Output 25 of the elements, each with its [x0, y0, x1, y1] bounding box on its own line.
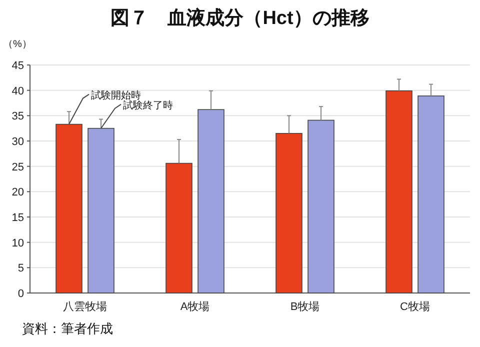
- y-tick-label: 5: [18, 262, 24, 275]
- y-tick-label: 0: [18, 288, 24, 300]
- bar: [198, 109, 224, 294]
- y-tick-label: 20: [12, 186, 24, 199]
- text: 試験開始時: [91, 89, 141, 102]
- x-tick-label: C牧場: [400, 301, 430, 313]
- y-tick-label: 35: [12, 110, 24, 123]
- y-tick-label: 25: [12, 161, 24, 174]
- y-axis-title: （%）: [3, 39, 32, 50]
- y-tick-label: 10: [12, 237, 24, 250]
- bar: [166, 162, 192, 294]
- y-tick-label: 45: [12, 60, 24, 72]
- bar: [418, 96, 444, 294]
- chart-title: 図７ 血液成分（Hct）の推移: [110, 7, 370, 29]
- bar: [276, 133, 302, 294]
- bar: [308, 120, 334, 294]
- y-tick-label: 30: [12, 136, 24, 148]
- y-tick-label: 15: [12, 212, 24, 224]
- x-tick-label: 八雲牧場: [63, 301, 107, 313]
- y-tick-label: 40: [12, 85, 24, 98]
- x-tick-label: A牧場: [180, 301, 210, 313]
- bar: [386, 90, 412, 294]
- text: 資料：筆者作成: [22, 321, 113, 336]
- x-tick-label: B牧場: [290, 301, 320, 313]
- series-label: 試験終了時: [123, 99, 173, 112]
